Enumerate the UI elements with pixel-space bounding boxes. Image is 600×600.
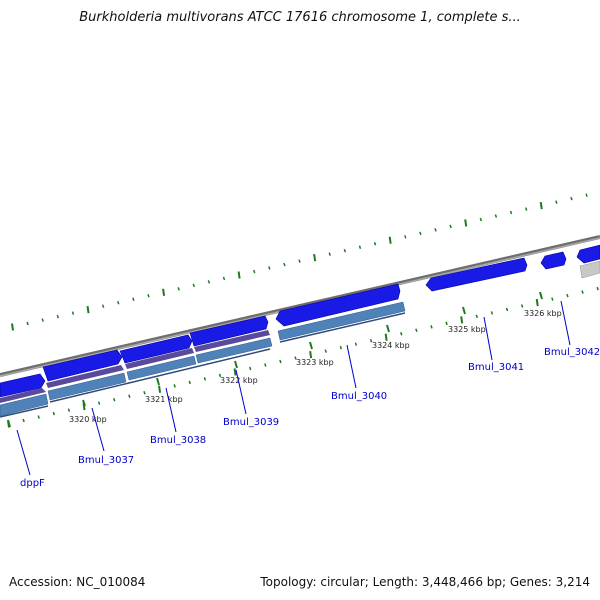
- track-major-tick: [239, 271, 240, 278]
- track-minor-tick: [507, 308, 508, 311]
- track-minor-tick: [299, 260, 300, 263]
- accession-text: Accession: NC_010084: [9, 575, 145, 589]
- track-minor-tick: [495, 215, 496, 218]
- track-minor-tick: [586, 194, 587, 197]
- track-major-tick: [163, 289, 164, 296]
- track-minor-tick: [522, 305, 523, 308]
- track-minor-tick: [114, 398, 115, 401]
- gene-other-gray: [580, 261, 600, 278]
- track-minor-tick: [103, 305, 104, 308]
- track-minor-tick: [118, 301, 119, 304]
- track-minor-tick: [420, 232, 421, 235]
- track-minor-tick: [280, 360, 281, 363]
- track-minor-tick: [265, 364, 266, 367]
- track-minor-tick: [355, 343, 356, 346]
- track-major-tick: [159, 386, 160, 393]
- track-minor-tick: [129, 395, 130, 398]
- track-minor-tick: [567, 294, 568, 297]
- track-minor-tick: [446, 322, 447, 325]
- track-minor-tick: [250, 367, 251, 370]
- track-minor-tick: [416, 329, 417, 332]
- tick-label-3320: 3320 kbp: [69, 415, 107, 424]
- track-minor-tick: [223, 277, 224, 280]
- tick-label-3326: 3326 kbp: [524, 309, 562, 318]
- gene-arrow-next[interactable]: [577, 245, 600, 263]
- track-minor-tick: [491, 311, 492, 314]
- tick-label-3321: 3321 kbp: [145, 395, 183, 404]
- track-minor-tick: [571, 197, 572, 200]
- track-minor-tick: [68, 409, 69, 412]
- track-minor-tick: [582, 291, 583, 294]
- track-minor-tick: [526, 208, 527, 211]
- track-minor-tick: [208, 280, 209, 283]
- track-minor-tick: [254, 270, 255, 273]
- track-major-tick: [461, 316, 462, 323]
- track-minor-tick: [38, 416, 39, 419]
- track-minor-tick: [480, 218, 481, 221]
- gene-label-bmul3040[interactable]: Bmul_3040: [331, 391, 387, 402]
- track-major-tick: [12, 324, 13, 331]
- track-major-tick: [537, 299, 538, 306]
- gene-arrow-bmul3042[interactable]: [541, 252, 566, 269]
- track-minor-tick: [189, 381, 190, 384]
- track-minor-tick: [552, 298, 553, 301]
- track-minor-tick: [174, 384, 175, 387]
- track-minor-tick: [27, 322, 28, 325]
- track-minor-tick: [375, 242, 376, 245]
- track-minor-tick: [178, 287, 179, 290]
- track-major-tick: [390, 237, 391, 244]
- track-minor-tick: [340, 346, 341, 349]
- tick-label-3324: 3324 kbp: [372, 341, 410, 350]
- track-major-tick: [465, 219, 466, 226]
- track-major-tick: [235, 368, 236, 375]
- track-major-tick: [88, 306, 89, 313]
- tick-label-3323: 3323 kbp: [296, 358, 334, 367]
- gene-label-dppF[interactable]: dppF: [20, 478, 45, 489]
- track-minor-tick: [133, 298, 134, 301]
- track-minor-tick: [57, 315, 58, 318]
- track-minor-tick: [344, 249, 345, 252]
- track-minor-tick: [329, 253, 330, 256]
- track-minor-tick: [144, 391, 145, 394]
- tick-label-3325: 3325 kbp: [448, 325, 486, 334]
- track-major-tick: [314, 254, 315, 261]
- track-minor-tick: [476, 315, 477, 318]
- track-minor-tick: [597, 287, 598, 290]
- gene-label-bmul3042[interactable]: Bmul_3042: [544, 347, 600, 358]
- track-minor-tick: [431, 325, 432, 328]
- track-minor-tick: [359, 246, 360, 249]
- gene-label-bmul3037[interactable]: Bmul_3037: [78, 455, 134, 466]
- track-minor-tick: [556, 201, 557, 204]
- gene-label-bmul3041[interactable]: Bmul_3041: [468, 362, 524, 373]
- track-minor-tick: [435, 228, 436, 231]
- track-minor-tick: [204, 377, 205, 380]
- track-minor-tick: [72, 312, 73, 315]
- track-minor-tick: [405, 235, 406, 238]
- track-minor-tick: [53, 412, 54, 415]
- track-minor-tick: [450, 225, 451, 228]
- backbone-line: [0, 237, 600, 375]
- track-minor-tick: [42, 319, 43, 322]
- track-minor-tick: [193, 284, 194, 287]
- topology-summary: Topology: circular; Length: 3,448,466 bp…: [260, 575, 590, 589]
- gene-label-bmul3038[interactable]: Bmul_3038: [150, 435, 206, 446]
- track-major-tick: [386, 334, 387, 341]
- track-minor-tick: [99, 402, 100, 405]
- track-minor-tick: [284, 263, 285, 266]
- track-minor-tick: [269, 267, 270, 270]
- track-minor-tick: [511, 211, 512, 214]
- track-minor-tick: [401, 332, 402, 335]
- track-minor-tick: [23, 419, 24, 422]
- track-minor-tick: [325, 350, 326, 353]
- track-major-tick: [541, 202, 542, 209]
- gene-label-bmul3039[interactable]: Bmul_3039: [223, 417, 279, 428]
- track-minor-tick: [148, 294, 149, 297]
